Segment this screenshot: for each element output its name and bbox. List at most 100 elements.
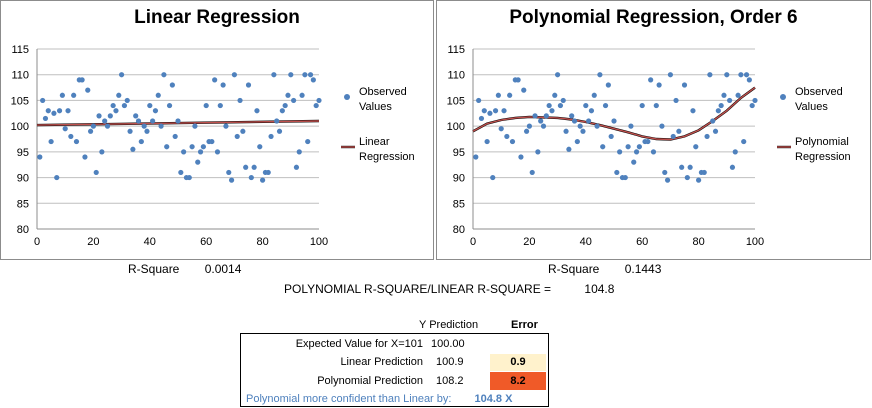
data-point — [732, 149, 738, 155]
data-point — [158, 123, 164, 129]
data-point — [54, 174, 60, 181]
y-tick-label: 115 — [447, 44, 465, 56]
data-point — [715, 108, 721, 114]
legend-marker-observed — [780, 94, 786, 100]
data-point — [518, 154, 524, 160]
data-point — [147, 102, 153, 109]
data-point — [45, 108, 51, 114]
data-point — [316, 97, 322, 104]
data-point — [260, 177, 266, 183]
data-point — [735, 92, 741, 98]
y-tick-label: 90 — [453, 173, 465, 185]
data-point — [99, 149, 105, 155]
data-point — [566, 146, 572, 152]
data-point — [498, 126, 504, 132]
y-tick-label: 95 — [17, 147, 29, 159]
data-point — [234, 133, 240, 140]
data-point — [228, 177, 235, 183]
data-point — [633, 149, 640, 155]
data-point — [135, 118, 142, 124]
data-point — [583, 102, 589, 109]
linear-chart-panel: Linear Regression 80 85 90 95 100 105 110 115 0 2… — [0, 0, 434, 260]
data-point — [257, 144, 263, 150]
data-point — [622, 174, 628, 181]
data-point — [214, 149, 221, 155]
data-point — [555, 72, 561, 78]
data-point — [614, 169, 620, 176]
data-point — [313, 102, 319, 109]
data-point — [307, 72, 314, 78]
data-point — [282, 102, 288, 109]
data-point — [226, 169, 232, 176]
y-tick-label: 100 — [11, 121, 29, 133]
data-point — [302, 72, 308, 78]
row-pred: 108.2 — [436, 375, 464, 387]
data-point — [600, 144, 606, 150]
data-point — [552, 92, 558, 98]
regression-line-outline — [472, 86, 756, 141]
data-point — [116, 92, 122, 98]
data-point — [240, 128, 246, 134]
legend-label-regression-line2: Regression — [359, 151, 415, 163]
data-point — [681, 82, 688, 88]
data-point — [515, 77, 521, 83]
data-point — [659, 123, 665, 129]
data-point — [679, 164, 685, 170]
data-point — [501, 108, 507, 114]
data-point — [588, 108, 595, 114]
data-point — [653, 102, 659, 109]
data-point — [560, 97, 566, 104]
y-tick-label: 95 — [453, 147, 465, 159]
data-point — [684, 174, 690, 181]
data-point — [231, 72, 237, 78]
data-point — [563, 128, 569, 134]
data-point — [96, 113, 102, 119]
x-tick-label: 0 — [470, 236, 476, 248]
data-point — [704, 133, 710, 140]
data-point — [212, 77, 218, 83]
linear-chart-svg: 80 85 90 95 100 105 110 115 0 20 40 60 80 100 Observed… — [11, 44, 415, 248]
row-label: Expected Value for X=101 — [295, 338, 423, 350]
data-point — [203, 102, 209, 109]
y-tick-label: 105 — [447, 95, 465, 107]
data-point — [155, 92, 161, 98]
data-point — [741, 138, 747, 145]
data-point — [40, 97, 46, 104]
data-point — [707, 72, 713, 78]
data-point — [172, 133, 178, 140]
confidence-note-value: 104.8 X — [474, 393, 513, 405]
data-point — [673, 97, 679, 104]
polynomial-chart-panel: Polynomial Regression, Order 6 80 85 90 95 1… — [436, 0, 871, 260]
y-tick-label: 85 — [453, 198, 465, 210]
data-point — [690, 108, 696, 114]
y-tick-label: 90 — [17, 173, 29, 185]
data-point — [693, 144, 699, 150]
data-point — [189, 144, 195, 150]
data-point — [293, 164, 300, 170]
data-point — [749, 102, 755, 109]
table-row: Linear Prediction 100.9 0.9 — [240, 354, 549, 371]
linear-rsq-value: 0.0014 — [204, 262, 242, 276]
data-point — [288, 72, 294, 78]
data-point — [152, 108, 159, 114]
y-tick-label: 85 — [17, 198, 29, 210]
data-point — [743, 72, 750, 78]
regression-line — [472, 87, 756, 141]
data-point — [164, 144, 170, 150]
data-point — [543, 113, 549, 119]
data-point — [104, 123, 111, 129]
data-point — [62, 126, 68, 132]
rsq-ratio-label: POLYNOMIAL R-SQUARE/LINEAR R-SQUARE = — [284, 282, 552, 296]
legend-label-observed-line2: Values — [359, 101, 392, 113]
data-point — [192, 123, 198, 129]
data-point — [37, 154, 43, 160]
data-point — [727, 97, 733, 104]
x-tick-label: 80 — [692, 236, 704, 248]
x-tick-label: 60 — [636, 236, 648, 248]
data-point — [166, 102, 173, 109]
data-point — [490, 174, 496, 181]
x-tick-label: 100 — [310, 236, 328, 248]
polynomial-chart-svg: 80 85 90 95 100 105 110 115 0 20 40 60 80 100 Observed… — [447, 44, 851, 248]
data-point — [79, 77, 85, 83]
data-point — [51, 110, 57, 116]
